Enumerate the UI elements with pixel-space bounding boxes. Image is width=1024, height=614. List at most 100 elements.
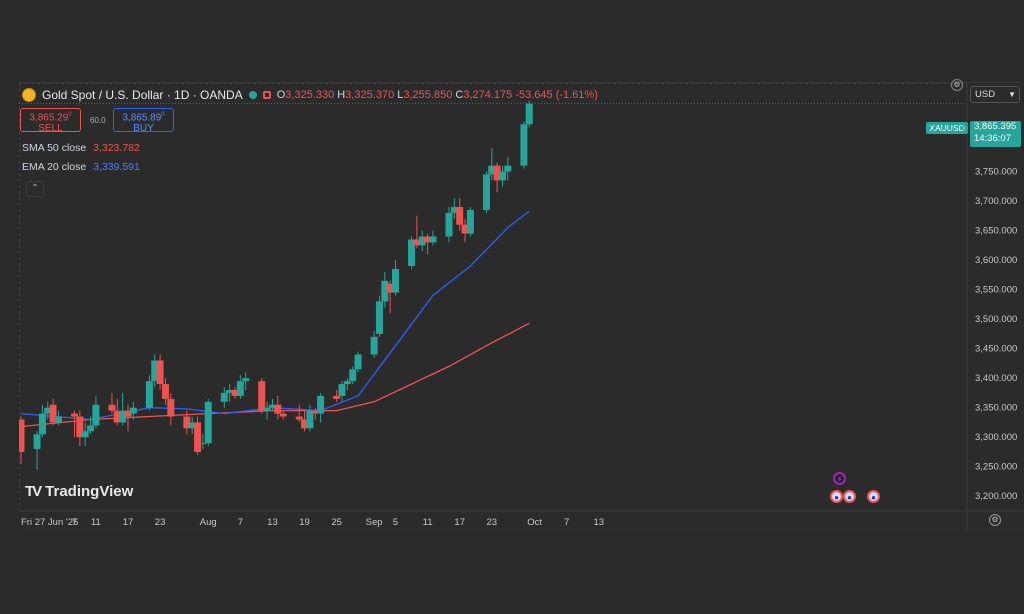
spread-value: 60.0 bbox=[90, 116, 106, 125]
bar-countdown: 14:36:07 bbox=[974, 133, 1011, 144]
candle-body bbox=[33, 434, 41, 450]
sma-value: 3,323.782 bbox=[93, 142, 140, 154]
candle-body bbox=[268, 404, 276, 408]
x-tick-label: 7 bbox=[564, 517, 569, 528]
gold-icon bbox=[22, 88, 36, 102]
candle-body bbox=[167, 398, 175, 417]
y-tick-label: 3,400.000 bbox=[975, 373, 1017, 384]
candle-body bbox=[418, 236, 426, 246]
candle-body bbox=[424, 236, 432, 243]
currency-select[interactable]: USD ▼ bbox=[970, 86, 1020, 103]
collapse-legend-button[interactable]: ⌃ bbox=[26, 181, 44, 197]
symbol-title[interactable]: Gold Spot / U.S. Dollar · 1D · OANDA bbox=[42, 88, 243, 102]
candle-body bbox=[343, 381, 351, 385]
candle-body bbox=[445, 212, 453, 237]
y-tick-label: 3,350.000 bbox=[975, 403, 1017, 414]
us-event-flag-icon[interactable]: ● bbox=[867, 490, 880, 503]
x-tick-label: 13 bbox=[594, 517, 605, 528]
candle-body bbox=[231, 389, 239, 396]
x-tick-label: 11 bbox=[91, 517, 101, 528]
candle-body bbox=[54, 416, 62, 423]
candle-body bbox=[183, 416, 191, 429]
candle-body bbox=[279, 413, 287, 417]
candle-body bbox=[450, 206, 458, 213]
tradingview-logo[interactable]: TV TradingView bbox=[25, 483, 134, 500]
buy-button[interactable]: 3,865.890 BUY bbox=[113, 108, 174, 134]
x-tick-label: 7 bbox=[238, 517, 243, 528]
candle-body bbox=[258, 381, 266, 411]
candle-body bbox=[220, 392, 228, 402]
x-tick-label: 13 bbox=[267, 517, 278, 528]
axis-settings-icon[interactable]: ⚙ bbox=[989, 514, 1001, 526]
y-tick-label: 3,550.000 bbox=[975, 285, 1017, 296]
x-tick-label: 25 bbox=[331, 517, 342, 528]
x-tick-label: 17 bbox=[454, 517, 465, 528]
candle-body bbox=[129, 407, 137, 414]
sell-button[interactable]: 3,865.290 SELL bbox=[20, 108, 81, 134]
y-tick-label: 3,700.000 bbox=[975, 196, 1017, 207]
candle-body bbox=[81, 431, 89, 438]
candle-body bbox=[493, 165, 501, 181]
candle-body bbox=[145, 381, 153, 408]
candle-body bbox=[274, 404, 282, 414]
candle-body bbox=[242, 378, 250, 382]
candle-body bbox=[199, 443, 207, 445]
y-tick-label: 3,600.000 bbox=[975, 255, 1017, 266]
candle-body bbox=[317, 395, 325, 414]
data-status-icon bbox=[262, 91, 271, 99]
candle-body bbox=[19, 419, 25, 452]
candle-body bbox=[161, 384, 169, 399]
y-tick-label: 3,250.000 bbox=[975, 462, 1017, 473]
candle-body bbox=[76, 416, 84, 438]
candle-body bbox=[301, 419, 309, 429]
chart-pane[interactable]: 3,200.000 3,250.000 3,300.000 3,350.000 3,40… bbox=[19, 82, 1023, 531]
price-chart[interactable]: 3,200.000 3,250.000 3,300.000 3,350.000 3,40… bbox=[19, 83, 1023, 531]
candle-body bbox=[525, 103, 533, 125]
candle-body bbox=[87, 425, 95, 432]
last-price-tag: 3,865.395 14:36:07 bbox=[970, 121, 1021, 147]
y-tick-label: 3,750.000 bbox=[975, 167, 1017, 178]
candle-body bbox=[504, 165, 512, 172]
candle-body bbox=[311, 410, 319, 414]
us-event-flag-icon[interactable]: ● bbox=[830, 490, 843, 503]
candle-body bbox=[354, 354, 362, 370]
x-tick-label: Oct bbox=[527, 517, 542, 528]
candle-body bbox=[38, 413, 46, 435]
symbol-price-tag: XAUUSD bbox=[926, 122, 968, 134]
tradingview-logo-icon: TV bbox=[25, 483, 42, 500]
market-open-icon bbox=[248, 91, 257, 99]
candle-body bbox=[392, 268, 399, 293]
earnings-event-icon[interactable]: ⚡ bbox=[833, 472, 846, 485]
candle-body bbox=[375, 301, 383, 334]
x-tick-label: 19 bbox=[299, 517, 310, 528]
y-tick-label: 3,650.000 bbox=[975, 226, 1017, 237]
candle-body bbox=[194, 422, 202, 452]
candle-body bbox=[49, 404, 57, 423]
sma-legend[interactable]: SMA 50 close 3,323.782 bbox=[22, 142, 140, 154]
candle-body bbox=[429, 236, 437, 243]
candle-body bbox=[151, 360, 159, 382]
chevron-down-icon: ▼ bbox=[1008, 90, 1016, 99]
x-tick-label: 11 bbox=[423, 517, 433, 528]
candle-body bbox=[482, 174, 490, 210]
candle-body bbox=[370, 336, 378, 355]
candle-body bbox=[413, 239, 421, 246]
candle-body bbox=[113, 410, 121, 423]
candle-body bbox=[461, 224, 469, 234]
candle-body bbox=[263, 407, 271, 411]
candle-body bbox=[408, 239, 416, 267]
ema-legend[interactable]: EMA 20 close 3,339.591 bbox=[22, 161, 140, 173]
candle-body bbox=[520, 124, 528, 166]
x-tick-label: Sep bbox=[366, 517, 383, 528]
y-tick-label: 3,500.000 bbox=[975, 314, 1017, 325]
candle-body bbox=[333, 395, 341, 399]
chart-settings-icon[interactable]: ⚙ bbox=[951, 79, 963, 91]
x-tick-label: Fri 27 Jun '25 bbox=[21, 517, 78, 528]
symbol-legend: Gold Spot / U.S. Dollar · 1D · OANDA O3,… bbox=[22, 86, 598, 104]
us-event-flag-icon[interactable]: ● bbox=[843, 490, 856, 503]
candle-body bbox=[108, 404, 116, 411]
candle-body bbox=[156, 360, 164, 385]
x-tick-label: 5 bbox=[393, 517, 398, 528]
x-tick-label: Aug bbox=[200, 517, 217, 528]
last-price: 3,865.395 bbox=[974, 121, 1017, 132]
